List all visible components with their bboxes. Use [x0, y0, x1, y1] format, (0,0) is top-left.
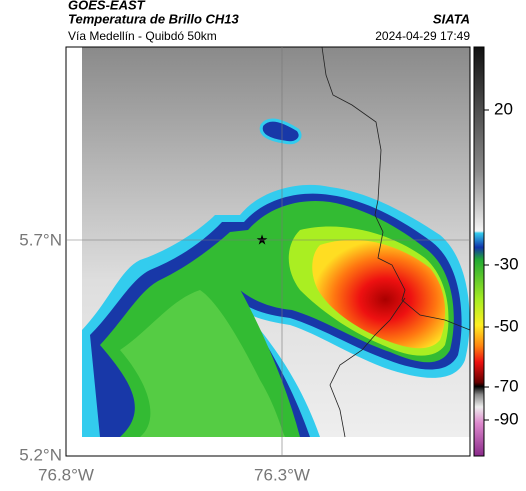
lon-label: 76.8°W [38, 465, 94, 484]
imagery: ★ [66, 46, 471, 456]
lon-label: 76.3°W [254, 465, 310, 484]
colorbar-tick-label: -30 [494, 254, 519, 273]
source: GOES-EAST [68, 0, 146, 12]
agency: SIATA [433, 11, 470, 26]
colorbar-tick-label: -90 [494, 409, 519, 428]
datetime: 2024-04-29 17:49 [375, 29, 470, 43]
subtitle: Vía Medellín - Quibdó 50km [68, 29, 217, 43]
lat-label: 5.7°N [19, 230, 62, 249]
colorbar-tick-label: -50 [494, 316, 519, 335]
title: Temperatura de Brillo CH13 [68, 11, 240, 26]
map-frame [65, 46, 471, 457]
colorbar-ticks: 20 -30 -50 -70 -90 [484, 99, 519, 428]
colorbar-tick-label: -70 [494, 376, 519, 395]
colorbar-tick-label: 20 [494, 99, 513, 118]
lat-label: 5.2°N [19, 445, 62, 464]
colorbar [473, 46, 485, 457]
